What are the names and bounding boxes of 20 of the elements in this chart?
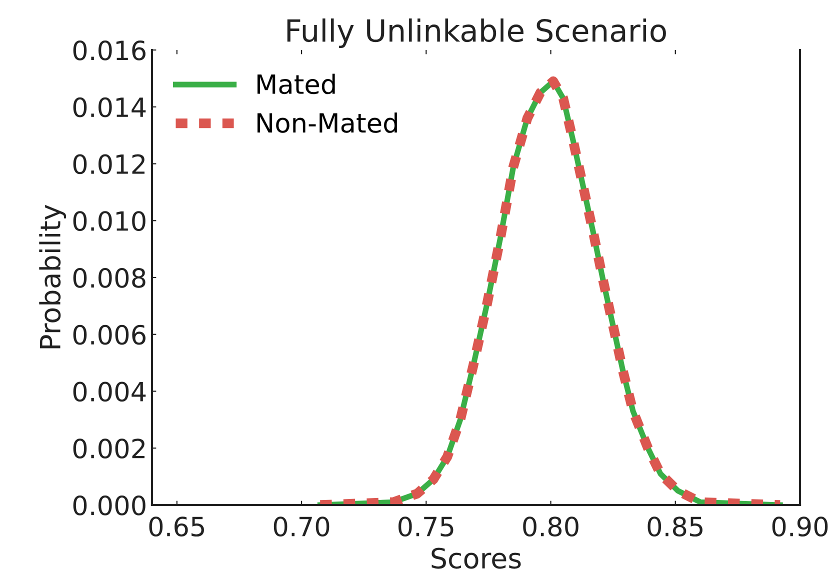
- x-axis-title: Scores: [432, 548, 521, 569]
- x-tick-label: 0.80: [523, 516, 578, 537]
- x-tick-label: 0.65: [149, 516, 204, 537]
- y-tick-label: 0.014: [73, 97, 146, 118]
- y-tick-label: 0.000: [73, 495, 146, 516]
- x-tick-label: 0.85: [648, 516, 702, 537]
- y-tick-label: 0.016: [73, 40, 146, 60]
- y-tick-label: 0.006: [73, 324, 146, 345]
- x-tick-label: 0.75: [398, 516, 454, 537]
- y-tick-label: 0.012: [73, 154, 144, 174]
- legend-label: Mated: [258, 74, 335, 94]
- y-tick-label: 0.008: [73, 268, 146, 288]
- chart-title: Fully Unlinkable Scenario: [287, 18, 666, 48]
- y-tick-label: 0.004: [73, 382, 146, 402]
- y-axis-title: Probability: [39, 204, 66, 348]
- legend-label: Non-Mated: [258, 112, 397, 133]
- y-tick-label: 0.002: [73, 438, 144, 459]
- y-tick-label: 0.010: [73, 211, 146, 232]
- x-tick-label: 0.90: [772, 516, 828, 537]
- x-tick-label: 0.70: [274, 516, 330, 537]
